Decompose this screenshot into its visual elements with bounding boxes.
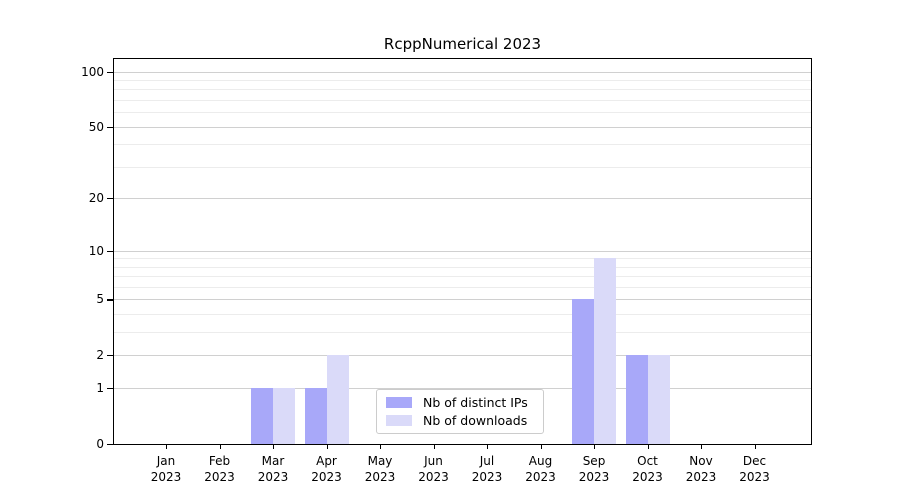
x-tick-mark	[380, 444, 382, 449]
y-tick-mark	[107, 198, 113, 200]
x-tick-mark	[754, 444, 756, 449]
x-tick-mark	[273, 444, 275, 449]
y-tick-mark	[107, 250, 113, 252]
major-gridline	[114, 299, 811, 301]
minor-gridline	[114, 144, 811, 146]
major-gridline	[114, 71, 811, 73]
major-gridline	[114, 388, 811, 390]
legend-swatch-distinct-ips	[386, 397, 412, 408]
chart-title: RcppNumerical 2023	[383, 35, 542, 53]
major-gridline	[114, 355, 811, 357]
y-tick-mark	[107, 444, 113, 446]
plot-area: Nb of distinct IPs Nb of downloads	[113, 58, 812, 445]
bar-downloads	[273, 388, 295, 444]
minor-gridline	[114, 287, 811, 288]
legend: Nb of distinct IPs Nb of downloads	[376, 389, 544, 434]
bar-distinct-ips	[251, 388, 273, 444]
major-gridline	[114, 198, 811, 200]
y-tick-label: 2	[96, 348, 104, 363]
minor-gridline	[114, 332, 811, 334]
x-tick-label: Jul 2023	[471, 454, 503, 484]
minor-gridline	[114, 80, 811, 81]
major-gridline	[114, 126, 811, 128]
x-tick-label: Dec 2023	[739, 454, 770, 484]
x-tick-mark	[540, 444, 542, 449]
x-tick-mark	[326, 444, 328, 449]
bar-downloads	[647, 355, 670, 444]
y-tick-label: 1	[96, 381, 104, 396]
y-tick-label: 50	[88, 119, 104, 134]
y-tick-label: 0	[96, 437, 104, 451]
y-tick-label: 20	[88, 191, 104, 206]
y-tick-mark	[107, 355, 113, 357]
minor-gridline	[114, 314, 811, 316]
x-tick-label: Mar 2023	[257, 454, 289, 484]
x-tick-label: May 2023	[364, 454, 396, 484]
x-tick-mark	[701, 444, 703, 449]
bar-distinct-ips	[304, 388, 327, 444]
x-tick-label: Feb 2023	[204, 454, 235, 484]
x-tick-mark	[433, 444, 435, 449]
legend-item-downloads: Nb of downloads	[377, 413, 543, 428]
x-tick-mark	[219, 444, 221, 449]
x-tick-label: Nov 2023	[685, 454, 717, 484]
x-tick-mark	[487, 444, 489, 449]
minor-gridline	[114, 276, 811, 278]
y-tick-mark	[107, 126, 113, 128]
x-tick-mark	[166, 444, 168, 449]
x-tick-label: Apr 2023	[311, 454, 342, 484]
x-tick-label: Jan 2023	[150, 454, 182, 484]
y-tick-label: 5	[96, 292, 104, 307]
minor-gridline	[114, 89, 811, 91]
x-tick-label: Aug 2023	[525, 454, 556, 484]
minor-gridline	[114, 258, 811, 260]
y-tick-mark	[107, 299, 113, 301]
minor-gridline	[114, 266, 811, 268]
bar-downloads	[326, 355, 349, 444]
x-tick-label: Sep 2023	[578, 454, 610, 484]
minor-gridline	[114, 100, 811, 101]
plot-frame	[113, 58, 812, 445]
y-tick-mark	[107, 71, 113, 73]
legend-label-downloads: Nb of downloads	[423, 413, 528, 428]
major-gridline	[114, 250, 811, 252]
x-tick-mark	[594, 444, 596, 449]
legend-label-distinct-ips: Nb of distinct IPs	[423, 395, 528, 410]
legend-swatch-downloads	[386, 415, 412, 426]
legend-item-distinct-ips: Nb of distinct IPs	[377, 395, 543, 410]
x-tick-mark	[647, 444, 649, 449]
bar-downloads	[594, 258, 616, 444]
minor-gridline	[114, 166, 811, 168]
bar-distinct-ips	[625, 355, 648, 444]
x-tick-label: Jun 2023	[418, 454, 449, 484]
x-tick-label: Oct 2023	[632, 454, 663, 484]
y-tick-label: 100	[81, 64, 104, 79]
bar-distinct-ips	[572, 299, 594, 444]
y-tick-label: 10	[88, 243, 104, 258]
minor-gridline	[114, 112, 811, 114]
y-tick-mark	[107, 388, 113, 390]
